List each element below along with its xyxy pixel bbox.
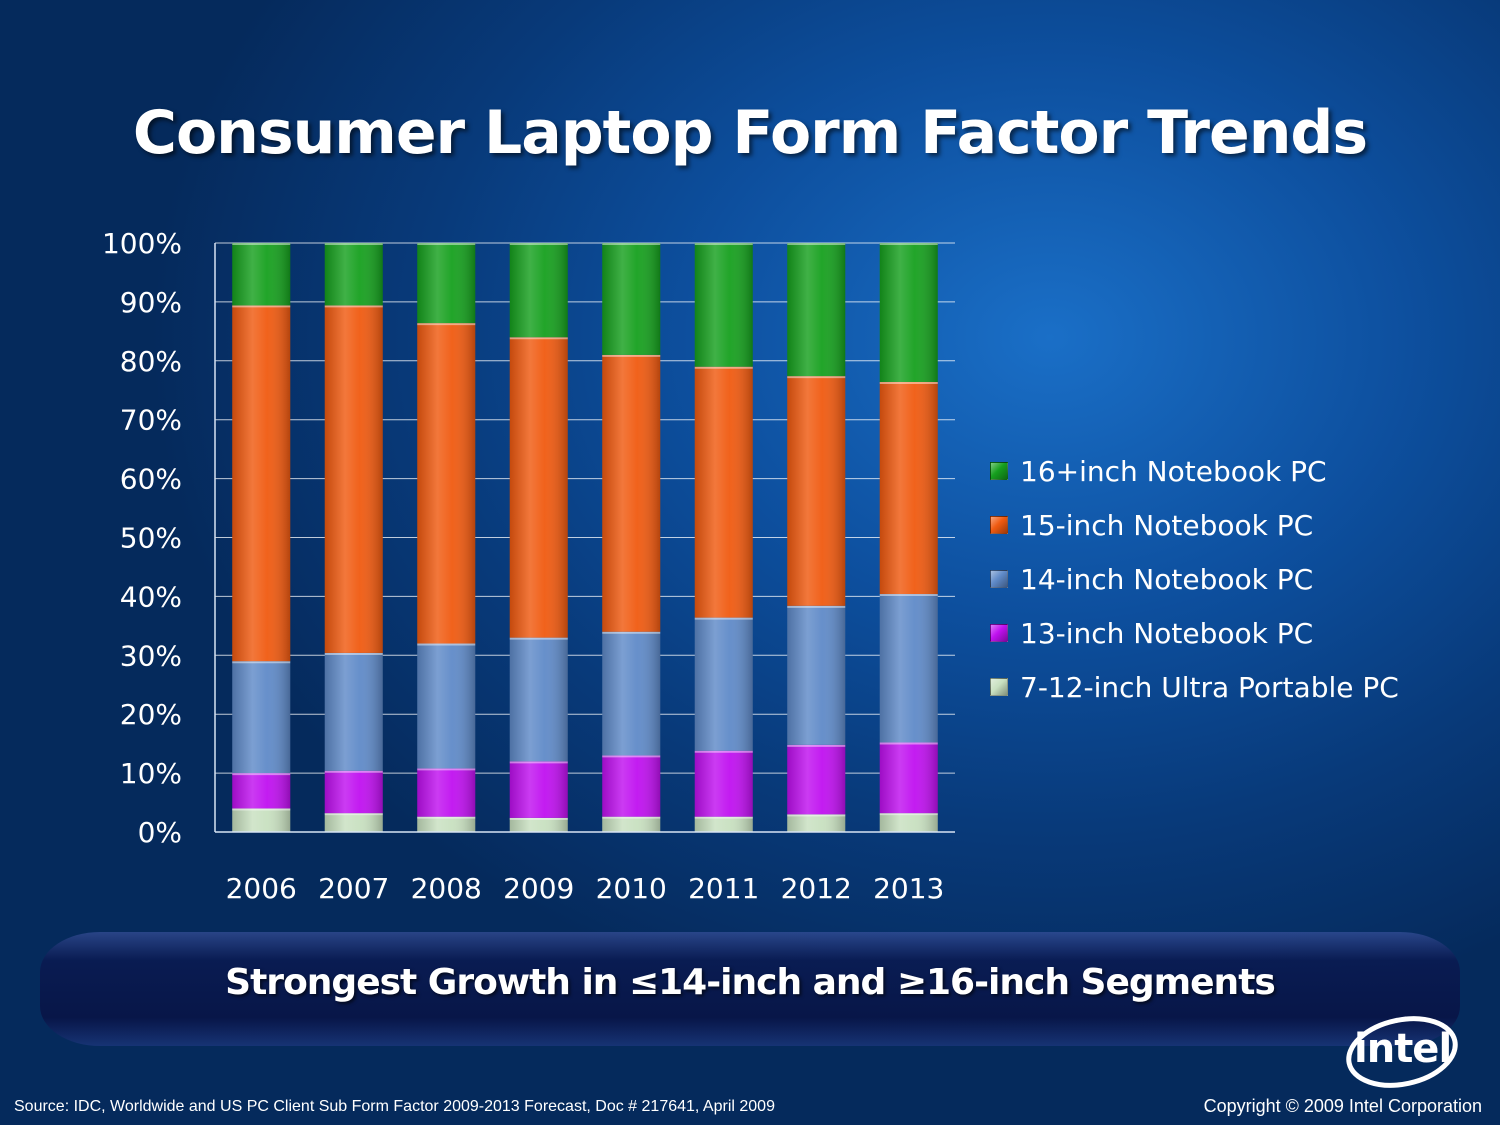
legend-item: 7-12-inch Ultra Portable PC xyxy=(990,660,1399,714)
bar-segment xyxy=(509,637,568,762)
x-tick-label: 2008 xyxy=(411,872,482,905)
bar-segment xyxy=(879,813,938,832)
stacked-bar-chart: 0% 10% 20% 30% 40% 50% 60% 70% 80% 90% 100% 2006 200… xyxy=(102,227,955,905)
y-tick-label: 50% xyxy=(120,522,182,555)
bar-segment xyxy=(787,744,846,815)
bar-segment xyxy=(509,337,568,638)
bar-segment xyxy=(232,243,291,306)
bar-segment xyxy=(694,816,753,832)
bar-segment xyxy=(417,816,476,832)
intel-logo-icon xyxy=(1346,1016,1458,1088)
y-tick-label: 90% xyxy=(120,286,182,319)
bar-segment xyxy=(787,376,846,606)
bar-segment xyxy=(879,594,938,743)
bar-segment xyxy=(787,243,846,377)
bar-segment xyxy=(509,243,568,338)
legend-label: 16+inch Notebook PC xyxy=(1020,454,1327,488)
bar-segment xyxy=(509,761,568,818)
axes: 0% 10% 20% 30% 40% 50% 60% 70% 80% 90% 100% 2006 200… xyxy=(102,227,955,905)
legend-item: 14-inch Notebook PC xyxy=(990,552,1399,606)
legend-label: 7-12-inch Ultra Portable PC xyxy=(1020,670,1399,704)
legend-label: 15-inch Notebook PC xyxy=(1020,508,1314,542)
legend-label: 13-inch Notebook PC xyxy=(1020,616,1314,650)
bar-segment xyxy=(694,750,753,817)
legend-label: 14-inch Notebook PC xyxy=(1020,562,1314,596)
bar-segment xyxy=(694,617,753,751)
legend-swatch xyxy=(990,624,1008,642)
bar-segment xyxy=(694,243,753,367)
bar-segment xyxy=(324,652,383,771)
legend-swatch xyxy=(990,516,1008,534)
bar-segment xyxy=(417,243,476,324)
legend-swatch xyxy=(990,570,1008,588)
intel-logo-text: intel xyxy=(1354,1026,1452,1072)
x-tick-label: 2011 xyxy=(688,872,759,905)
y-tick-label: 100% xyxy=(102,227,182,260)
bar-segment xyxy=(694,366,753,618)
y-tick-label: 30% xyxy=(120,639,182,672)
bar-segment xyxy=(232,773,291,809)
source-note: Source: IDC, Worldwide and US PC Client … xyxy=(14,1098,775,1115)
legend-swatch xyxy=(990,678,1008,696)
copyright-note: Copyright © 2009 Intel Corporation xyxy=(1203,1096,1482,1116)
bar-segment xyxy=(232,808,291,832)
x-tick-label: 2012 xyxy=(781,872,852,905)
bar-segment xyxy=(417,643,476,769)
legend-item: 16+inch Notebook PC xyxy=(990,444,1399,498)
bar-segment xyxy=(879,742,938,814)
bars xyxy=(232,243,938,832)
bar-segment xyxy=(324,813,383,832)
x-tick-label: 2010 xyxy=(596,872,667,905)
y-tick-label: 80% xyxy=(120,345,182,378)
bar-segment xyxy=(417,323,476,644)
bar-segment xyxy=(602,631,661,756)
bar-segment xyxy=(879,382,938,595)
x-tick-label: 2007 xyxy=(318,872,389,905)
bar-segment xyxy=(602,243,661,355)
y-tick-label: 20% xyxy=(120,698,182,731)
bar-segment xyxy=(324,305,383,653)
bar-segment xyxy=(602,354,661,632)
bar-segment xyxy=(509,817,568,832)
legend: 16+inch Notebook PC 15-inch Notebook PC 14… xyxy=(990,444,1399,714)
bar-segment xyxy=(417,768,476,817)
bar-segment xyxy=(787,605,846,745)
bar-segment xyxy=(324,243,383,306)
x-tick-label: 2006 xyxy=(226,872,297,905)
legend-item: 15-inch Notebook PC xyxy=(990,498,1399,552)
banner-background xyxy=(40,932,1460,1046)
bar-segment xyxy=(879,243,938,383)
y-tick-label: 10% xyxy=(120,757,182,790)
bar-segment xyxy=(787,814,846,832)
legend-item: 13-inch Notebook PC xyxy=(990,606,1399,660)
bar-segment xyxy=(232,305,291,662)
bar-segment xyxy=(324,770,383,814)
slide-title: Consumer Laptop Form Factor Trends xyxy=(132,98,1368,168)
y-tick-label: 0% xyxy=(138,816,182,849)
banner-text: Strongest Growth in ≤14-inch and ≥16-inc… xyxy=(225,962,1276,1003)
bar-segment xyxy=(602,816,661,832)
bar-segment xyxy=(232,661,291,774)
x-tick-label: 2009 xyxy=(503,872,574,905)
y-tick-label: 40% xyxy=(120,580,182,613)
bar-segment xyxy=(602,755,661,817)
legend-swatch xyxy=(990,462,1008,480)
y-tick-label: 60% xyxy=(120,463,182,496)
y-tick-label: 70% xyxy=(120,404,182,437)
x-tick-label: 2013 xyxy=(873,872,944,905)
